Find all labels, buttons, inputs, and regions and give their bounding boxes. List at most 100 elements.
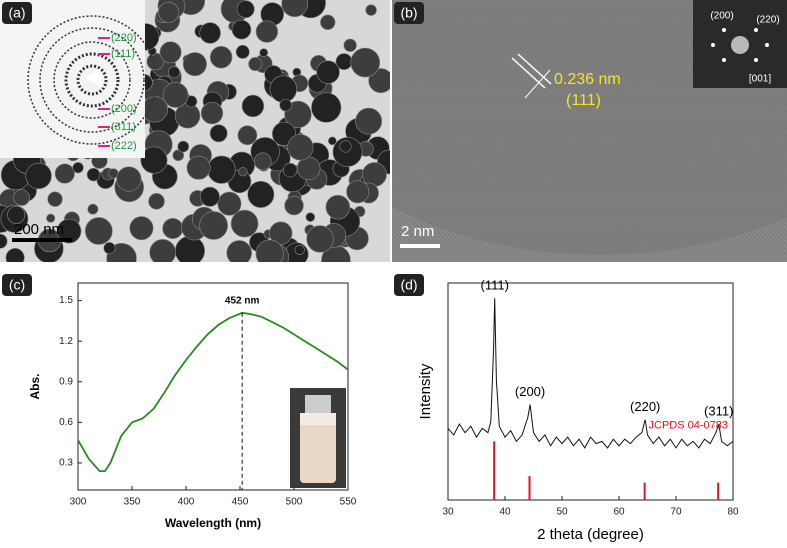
particle-region: [392, 0, 787, 255]
plane-label: (111): [566, 92, 601, 109]
fft-spot: [722, 58, 726, 62]
nanoparticle: [294, 244, 305, 255]
nanoparticle: [231, 19, 252, 40]
lattice-fringe: [392, 199, 445, 262]
nanoparticle: [346, 180, 370, 204]
reference-line: [717, 482, 720, 500]
lattice-fringe: [392, 189, 453, 262]
x-tick-label: 40: [499, 507, 511, 518]
nanoparticle: [236, 0, 255, 19]
nanoparticle: [247, 180, 275, 208]
panel-label-text: (c): [9, 277, 25, 293]
nanoparticle: [355, 107, 383, 135]
fringe-marker: [511, 57, 546, 89]
nanoparticle: [86, 167, 101, 182]
diffraction-ring: [39, 27, 145, 133]
nanoparticle: [56, 218, 82, 244]
panel-label-text: (d): [400, 277, 417, 293]
nanoparticle: [287, 134, 314, 161]
nanoparticle: [305, 212, 316, 222]
nanoparticle: [284, 195, 304, 216]
nanoparticle: [159, 41, 182, 64]
x-tick-label: 30: [442, 507, 454, 518]
nanoparticle: [209, 45, 233, 69]
nanoparticle: [343, 38, 357, 52]
scale-bar-label: 200 nm: [14, 221, 64, 238]
nanoparticle: [174, 235, 205, 262]
x-axis-label: Wavelength (nm): [165, 516, 261, 530]
nanoparticle: [7, 205, 26, 224]
fft-spot: [754, 28, 758, 32]
nanoparticle: [279, 98, 292, 112]
x-tick-label: 50: [556, 507, 568, 518]
nanoparticle: [283, 162, 298, 178]
zone-axis: [001]: [749, 74, 771, 85]
plot-frame: [77, 282, 349, 491]
diffraction-ring: [27, 15, 157, 145]
reference-line: [643, 482, 646, 500]
nanoparticle: [87, 203, 99, 215]
lattice-fringe: [392, 204, 441, 262]
x-tick-label: 500: [286, 497, 303, 508]
y-tick-label: 0.3: [59, 458, 73, 469]
ring-label: (200): [111, 103, 137, 115]
nanoparticle: [230, 209, 259, 238]
nanoparticle: [253, 152, 272, 171]
x-tick-label: 350: [124, 497, 141, 508]
lattice-fringe: [392, 194, 449, 262]
diffraction-ring: [76, 64, 108, 96]
fringe-marker: [517, 53, 552, 85]
nanoparticle: [148, 193, 165, 210]
nanoparticle: [238, 167, 248, 177]
y-tick-label: 1.2: [59, 336, 73, 347]
nanoparticle: [162, 217, 184, 239]
nanoparticle: [328, 136, 337, 146]
lattice-fringe: [392, 213, 433, 262]
nanoparticle: [13, 189, 30, 206]
nanoparticle: [182, 52, 207, 77]
ring-label: (222): [111, 140, 137, 152]
nanoparticle: [200, 102, 224, 125]
nanoparticle: [84, 217, 113, 245]
y-tick-label: 0.6: [59, 417, 73, 428]
nanoparticle: [255, 239, 284, 262]
hrtem-image: [392, 0, 787, 262]
nanoparticle: [0, 233, 8, 249]
ring-label: (311): [111, 121, 136, 133]
fft-label: (200): [710, 11, 733, 22]
nanoparticle: [207, 155, 236, 184]
scale-bar-label: 2 nm: [401, 223, 434, 240]
y-tick-label: 0.9: [59, 376, 73, 387]
nanoparticle: [226, 240, 252, 262]
fft-spot: [722, 28, 726, 32]
x-tick-label: 550: [340, 497, 357, 508]
nanoparticle: [149, 239, 177, 262]
data-line: [77, 311, 349, 472]
nanoparticle: [199, 22, 221, 44]
spacing-arrow: [524, 69, 551, 99]
nanoparticle: [46, 213, 56, 223]
plot-frame: [447, 282, 734, 501]
nanoparticle: [365, 4, 377, 16]
fft-label: (220): [756, 15, 779, 26]
reference-line: [493, 441, 496, 500]
panel-label-text: (b): [400, 5, 417, 21]
nanoparticle: [172, 149, 185, 162]
nanoparticle: [269, 75, 298, 103]
fft-spot: [765, 43, 769, 47]
nanoparticle: [325, 194, 351, 220]
nanoparticle: [25, 162, 52, 190]
nanoparticle: [311, 92, 342, 123]
nanoparticle: [47, 191, 63, 207]
ring-label: (111): [111, 48, 135, 60]
nanoparticle: [235, 44, 250, 59]
saed-inset: [0, 0, 145, 158]
nanoparticle: [5, 248, 25, 262]
x-tick-label: 80: [727, 507, 739, 518]
y-axis-label: Abs.: [28, 373, 42, 399]
x-tick-label: 300: [70, 497, 87, 508]
nanoparticle: [339, 140, 352, 153]
x-tick-label: 60: [613, 507, 625, 518]
nanoparticle: [241, 94, 265, 118]
peak-label: (220): [630, 399, 660, 414]
